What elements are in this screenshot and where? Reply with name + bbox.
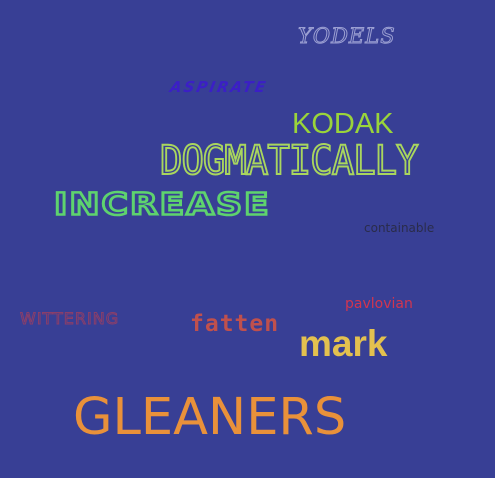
word-mark: mark xyxy=(299,323,388,364)
word-pavlovian: pavlovian xyxy=(345,296,413,312)
word-increase: INCREASE xyxy=(53,187,271,223)
word-containable: containable xyxy=(364,221,435,235)
word-yodels: YODELS xyxy=(298,24,396,48)
word-gleaners: GLEANERS xyxy=(73,388,347,447)
word-aspirate: ASPIRATE xyxy=(168,78,269,96)
word-wittering: WITTERING xyxy=(19,309,120,328)
word-dogmatically: DOGMATICALLY xyxy=(159,138,419,184)
word-kodak: KODAK xyxy=(292,108,394,140)
word-fatten: fatten xyxy=(190,311,280,337)
